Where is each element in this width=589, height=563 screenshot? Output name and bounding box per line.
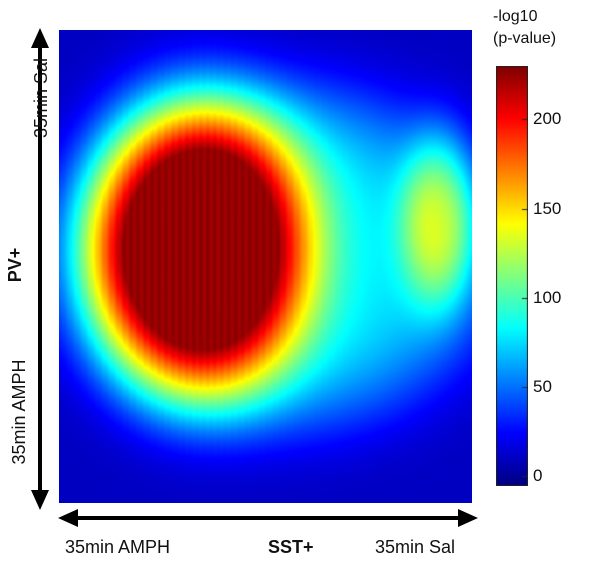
y-axis-arrow-head-up [31,28,49,48]
colorbar-tick-label: 200 [533,109,562,129]
heatmap-canvas [59,30,472,503]
colorbar-tick-label: 150 [533,198,562,218]
colorbar-tick-label: 0 [533,466,543,486]
colorbar-tick-label: 100 [533,287,562,307]
y-axis-top-label: 35min Sal [31,57,51,139]
y-axis-title: PV+ [5,247,25,283]
colorbar [496,66,528,486]
y-axis-arrow-head-down [31,490,49,510]
y-axis-bottom-label: 35min AMPH [9,359,29,465]
x-axis-arrow-head-right [458,509,478,527]
colorbar-title-line2: (p-value) [493,30,557,47]
x-axis-left-label: 35min AMPH [65,537,171,557]
colorbar-title-line1: -log10 [493,8,538,25]
x-axis-arrow-head-left [58,509,78,527]
x-axis-title: SST+ [268,537,314,557]
x-axis-right-label: 35min Sal [375,537,456,557]
colorbar-tick-label: 50 [533,376,552,396]
